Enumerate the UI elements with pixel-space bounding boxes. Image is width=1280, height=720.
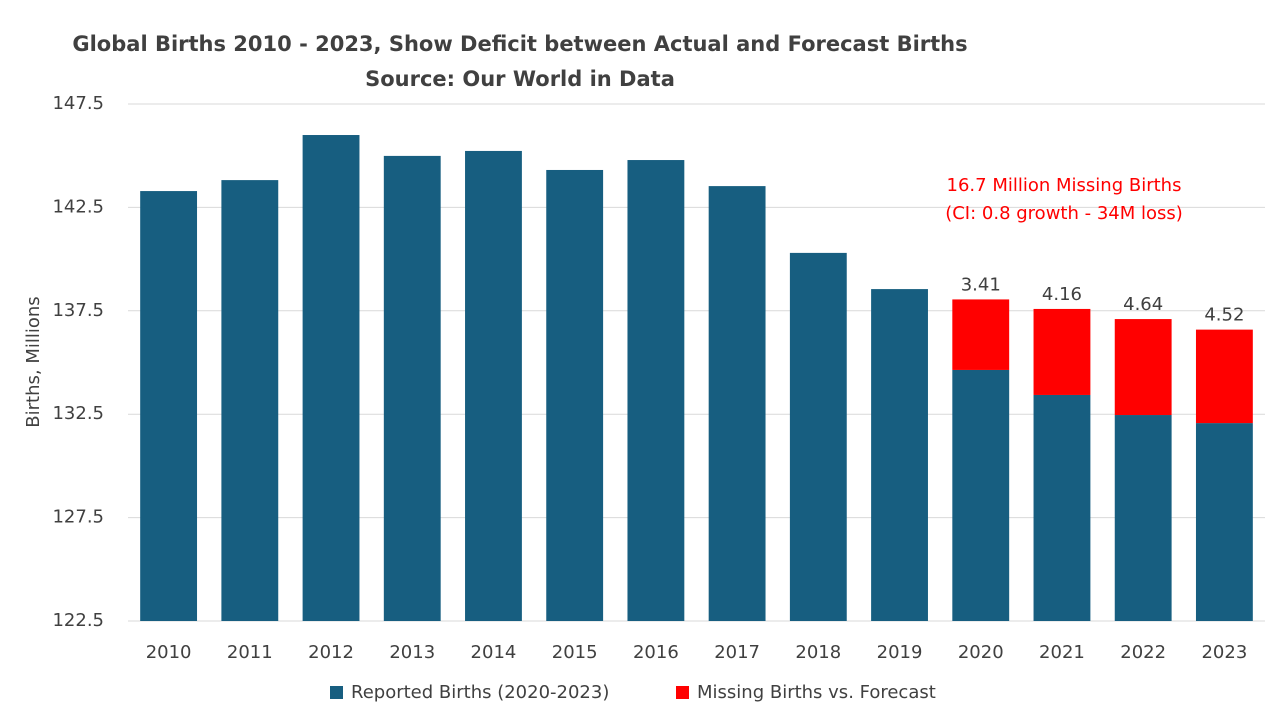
x-tick-label: 2018	[795, 642, 841, 663]
legend-swatch	[330, 686, 343, 699]
x-tick-label: 2023	[1201, 642, 1247, 663]
y-tick-label: 127.5	[52, 507, 104, 528]
bar-segment	[1195, 423, 1253, 621]
bar-segment	[789, 252, 847, 621]
bar-segment	[1114, 415, 1172, 621]
bar-segment	[221, 180, 279, 621]
bar-segment	[1114, 319, 1172, 416]
data-label: 4.52	[1204, 305, 1244, 326]
bar-segment	[1033, 394, 1091, 621]
annotation: (CI: 0.8 growth - 34M loss)	[945, 203, 1183, 224]
x-tick-label: 2019	[877, 642, 923, 663]
x-tick-label: 2015	[552, 642, 598, 663]
y-tick-label: 122.5	[52, 610, 104, 631]
x-tick-label: 2017	[714, 642, 760, 663]
data-label: 4.64	[1123, 294, 1163, 315]
bar-segment	[708, 186, 766, 621]
bar-segment	[465, 150, 522, 621]
x-tick-label: 2016	[633, 642, 679, 663]
x-tick-label: 2012	[308, 642, 354, 663]
annotation: 16.7 Million Missing Births	[947, 175, 1182, 196]
legend-label: Reported Births (2020-2023)	[351, 682, 609, 703]
bar-segment	[627, 160, 685, 622]
x-tick-label: 2011	[227, 642, 273, 663]
bar-segment	[871, 289, 928, 621]
legend-swatch	[676, 686, 689, 699]
bar-segment	[952, 369, 1010, 621]
bar-segment	[140, 191, 198, 621]
chart-title: Global Births 2010 - 2023, Show Deficit …	[72, 32, 967, 56]
bar-segment	[1195, 329, 1253, 424]
bar-segment	[302, 135, 360, 621]
bar-segment	[546, 169, 604, 622]
bar-segment	[383, 155, 441, 621]
y-tick-label: 142.5	[52, 196, 104, 217]
x-tick-label: 2021	[1039, 642, 1085, 663]
data-label: 3.41	[961, 274, 1001, 295]
chart-subtitle: Source: Our World in Data	[365, 67, 675, 91]
y-tick-label: 147.5	[52, 93, 104, 114]
y-tick-label: 132.5	[52, 403, 104, 424]
y-axis-label: Births, Millions	[23, 296, 44, 427]
bar-segment	[1033, 308, 1091, 395]
legend-label: Missing Births vs. Forecast	[697, 682, 936, 703]
data-label: 4.16	[1042, 284, 1082, 305]
x-tick-label: 2020	[958, 642, 1004, 663]
x-tick-label: 2013	[389, 642, 435, 663]
y-tick-label: 137.5	[52, 300, 104, 321]
x-tick-label: 2014	[471, 642, 517, 663]
bar-segment	[952, 299, 1010, 370]
x-tick-label: 2022	[1120, 642, 1166, 663]
x-tick-label: 2010	[146, 642, 192, 663]
